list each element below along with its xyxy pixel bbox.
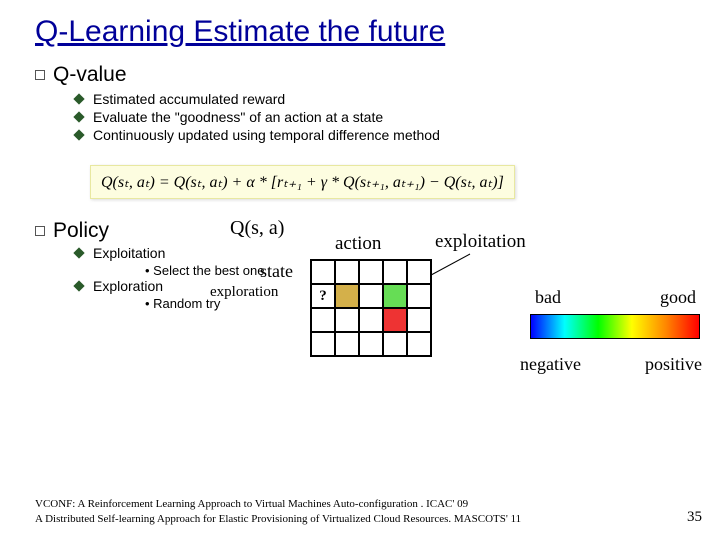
qvalue-heading: Q-value — [35, 63, 685, 87]
bullet-text: Estimated accumulated reward — [93, 91, 285, 107]
slide-title: Q-Learning Estimate the future — [35, 15, 685, 49]
qvalue-heading-text: Q-value — [53, 63, 127, 87]
grid-cell — [359, 308, 383, 332]
citation-line: VCONF: A Reinforcement Learning Approach… — [35, 497, 685, 511]
grid-cell — [335, 284, 359, 308]
state-label: state — [260, 261, 293, 282]
grid-cell: ? — [311, 284, 335, 308]
bullet-text: Exploitation — [93, 245, 165, 261]
grid-cell — [359, 284, 383, 308]
bullet-text: Exploration — [93, 278, 163, 294]
q-function-label: Q(s, a) — [230, 217, 284, 240]
diamond-bullet-icon — [73, 280, 84, 291]
footer-citations: VCONF: A Reinforcement Learning Approach… — [35, 497, 685, 526]
grid-cell — [359, 260, 383, 284]
bullet-item: Evaluate the "goodness" of an action at … — [75, 109, 685, 125]
negative-label: negative — [520, 354, 581, 375]
square-bullet-icon — [35, 226, 45, 236]
diamond-bullet-icon — [73, 111, 84, 122]
square-bullet-icon — [35, 70, 45, 80]
action-label: action — [335, 233, 381, 255]
grid-cell — [311, 332, 335, 356]
grid-cell — [311, 260, 335, 284]
grid-cell — [311, 308, 335, 332]
bullet-item: Estimated accumulated reward — [75, 91, 685, 107]
page-number: 35 — [687, 509, 702, 526]
grid-cell — [383, 308, 407, 332]
grid-cell — [383, 260, 407, 284]
grid-cell — [335, 260, 359, 284]
diamond-bullet-icon — [73, 129, 84, 140]
citation-line: A Distributed Self-learning Approach for… — [35, 512, 685, 526]
positive-label: positive — [645, 354, 702, 375]
good-label: good — [660, 287, 696, 308]
grid-cell — [407, 260, 431, 284]
grid-cell — [407, 332, 431, 356]
color-spectrum — [530, 314, 700, 339]
policy-heading-text: Policy — [53, 219, 109, 243]
state-grid: ? — [310, 259, 432, 357]
grid-cell — [359, 332, 383, 356]
grid-cell — [407, 308, 431, 332]
bad-label: bad — [535, 287, 561, 308]
diamond-bullet-icon — [73, 247, 84, 258]
grid-cell — [383, 284, 407, 308]
qvalue-section: Q-value Estimated accumulated reward Eva… — [35, 63, 685, 143]
exploration-label: exploration — [210, 284, 278, 301]
grid-cell — [335, 308, 359, 332]
qvalue-bullets: Estimated accumulated reward Evaluate th… — [75, 91, 685, 143]
bullet-text: Evaluate the "goodness" of an action at … — [93, 109, 383, 125]
grid-cell — [383, 332, 407, 356]
policy-section: Policy Q(s, a) Exploitation Select the b… — [35, 219, 685, 311]
grid-cell — [335, 332, 359, 356]
q-formula: Q(sₜ, aₜ) = Q(sₜ, aₜ) + α * [rₜ₊₁ + γ * … — [90, 165, 515, 199]
diamond-bullet-icon — [73, 93, 84, 104]
bullet-text: Continuously updated using temporal diff… — [93, 127, 440, 143]
grid-cell — [407, 284, 431, 308]
bullet-item: Continuously updated using temporal diff… — [75, 127, 685, 143]
